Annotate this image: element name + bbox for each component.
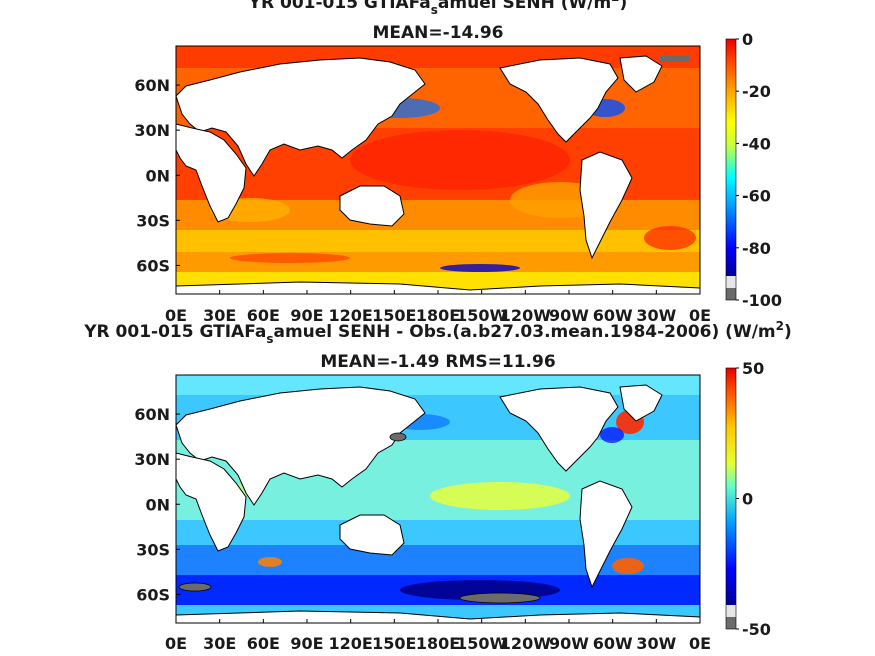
- y-tick-label: 60N: [134, 405, 170, 424]
- y-tick-label: 30S: [136, 540, 170, 559]
- x-tick-label: 120W: [500, 306, 551, 325]
- y-tick-label: 60S: [136, 585, 170, 604]
- panel2-map: [175, 374, 701, 624]
- panel1-colorbar-missing-swatch: [726, 288, 736, 300]
- panel2-greenland: [619, 384, 663, 422]
- x-tick-label: 150W: [456, 634, 507, 653]
- panel2-falklands-patch: [612, 558, 644, 574]
- panel2-colorbar-light-swatch: [726, 605, 736, 617]
- colorbar-tick-label: -40: [742, 134, 771, 153]
- y-tick-label: 0N: [145, 495, 170, 514]
- panel1-colorbar-light-swatch: [726, 276, 736, 288]
- panel2-colorbar-gradient: [726, 368, 736, 605]
- panel2-south-america: [579, 480, 633, 589]
- panel2-australia: [339, 514, 405, 556]
- panel1-satl-patch: [644, 226, 696, 250]
- x-tick-label: 120E: [329, 306, 373, 325]
- x-tick-label: 90W: [549, 306, 589, 325]
- x-tick-label: 90W: [549, 634, 589, 653]
- panel2-gulfstream-patch: [600, 427, 624, 443]
- panel1-southern-streak: [230, 253, 350, 263]
- x-tick-label: 150E: [372, 306, 416, 325]
- panel1-colorbar-frame: [725, 38, 737, 301]
- panel2-missing-weddell: [178, 582, 212, 592]
- x-tick-label: 30W: [636, 306, 676, 325]
- colorbar-tick-label: -50: [742, 620, 771, 639]
- x-tick-label: 0E: [689, 306, 711, 325]
- colorbar-tick-label: -80: [742, 239, 771, 258]
- x-tick-label: 60W: [593, 634, 633, 653]
- panel2-north-america: [499, 386, 619, 472]
- x-tick-label: 30E: [203, 634, 236, 653]
- x-tick-label: 180E: [416, 634, 460, 653]
- y-tick-label: 0N: [145, 166, 170, 185]
- panel1-map: [175, 45, 701, 295]
- panel1-south-band: [176, 230, 700, 252]
- panel2-title: YR 001-015 GTIAFasamuel SENH - Obs.(a.b2…: [83, 319, 792, 346]
- panel2-colorbar-missing-swatch: [726, 617, 736, 629]
- panel2-missing-okhotsk: [389, 432, 407, 442]
- x-tick-label: 150W: [456, 306, 507, 325]
- colorbar-tick-label: 0: [742, 490, 753, 509]
- x-tick-label: 120E: [329, 634, 373, 653]
- panel1-north-america: [499, 57, 619, 143]
- panel2-colorbar: [725, 367, 737, 630]
- panel1-pacific-warm-patch: [350, 130, 570, 190]
- panel1-australia: [339, 185, 405, 227]
- panel2-eqpacific-patch: [430, 482, 570, 510]
- y-tick-label: 30N: [134, 450, 170, 469]
- x-tick-label: 150E: [372, 634, 416, 653]
- x-tick-label: 30W: [636, 634, 676, 653]
- colorbar-tick-label: 0: [742, 30, 753, 49]
- panel1-colorbar: [725, 38, 737, 301]
- panel1-south-america: [579, 151, 633, 260]
- panel1-missing-patch: [660, 56, 690, 62]
- x-tick-label: 60E: [247, 634, 280, 653]
- panel2-south-indian-patch: [258, 557, 282, 567]
- y-tick-label: 60N: [134, 76, 170, 95]
- panel1-subtitle: MEAN=-14.96: [373, 23, 504, 43]
- x-tick-label: 0E: [165, 634, 187, 653]
- x-tick-label: 180E: [416, 306, 460, 325]
- colorbar-tick-label: -20: [742, 82, 771, 101]
- x-tick-label: 30E: [203, 306, 236, 325]
- x-tick-label: 90E: [290, 306, 323, 325]
- panel1-greenland: [619, 55, 663, 93]
- panel1-colorbar-gradient: [726, 39, 736, 276]
- x-tick-label: 60E: [247, 306, 280, 325]
- x-tick-label: 0E: [165, 306, 187, 325]
- panel1-eurasia: [175, 57, 426, 177]
- colorbar-tick-label: -60: [742, 187, 771, 206]
- panel1-ross-patch: [440, 264, 520, 272]
- x-tick-label: 120W: [500, 634, 551, 653]
- panel1-title: YR 001-015 GTIAFasamuel SENH (W/m2): [248, 0, 628, 17]
- x-tick-label: 0E: [689, 634, 711, 653]
- y-tick-label: 30N: [134, 121, 170, 140]
- x-tick-label: 60W: [593, 306, 633, 325]
- panel2-africa: [175, 452, 247, 552]
- panel2-subtitle: MEAN=-1.49 RMS=11.96: [320, 352, 555, 372]
- x-tick-label: 90E: [290, 634, 323, 653]
- colorbar-tick-label: 50: [742, 359, 764, 378]
- colorbar-tick-label: -100: [742, 291, 782, 310]
- y-tick-label: 60S: [136, 256, 170, 275]
- panel1-africa: [175, 123, 247, 223]
- panel2-eurasia: [175, 386, 426, 506]
- panel2-missing-ross: [459, 592, 541, 604]
- y-tick-label: 30S: [136, 211, 170, 230]
